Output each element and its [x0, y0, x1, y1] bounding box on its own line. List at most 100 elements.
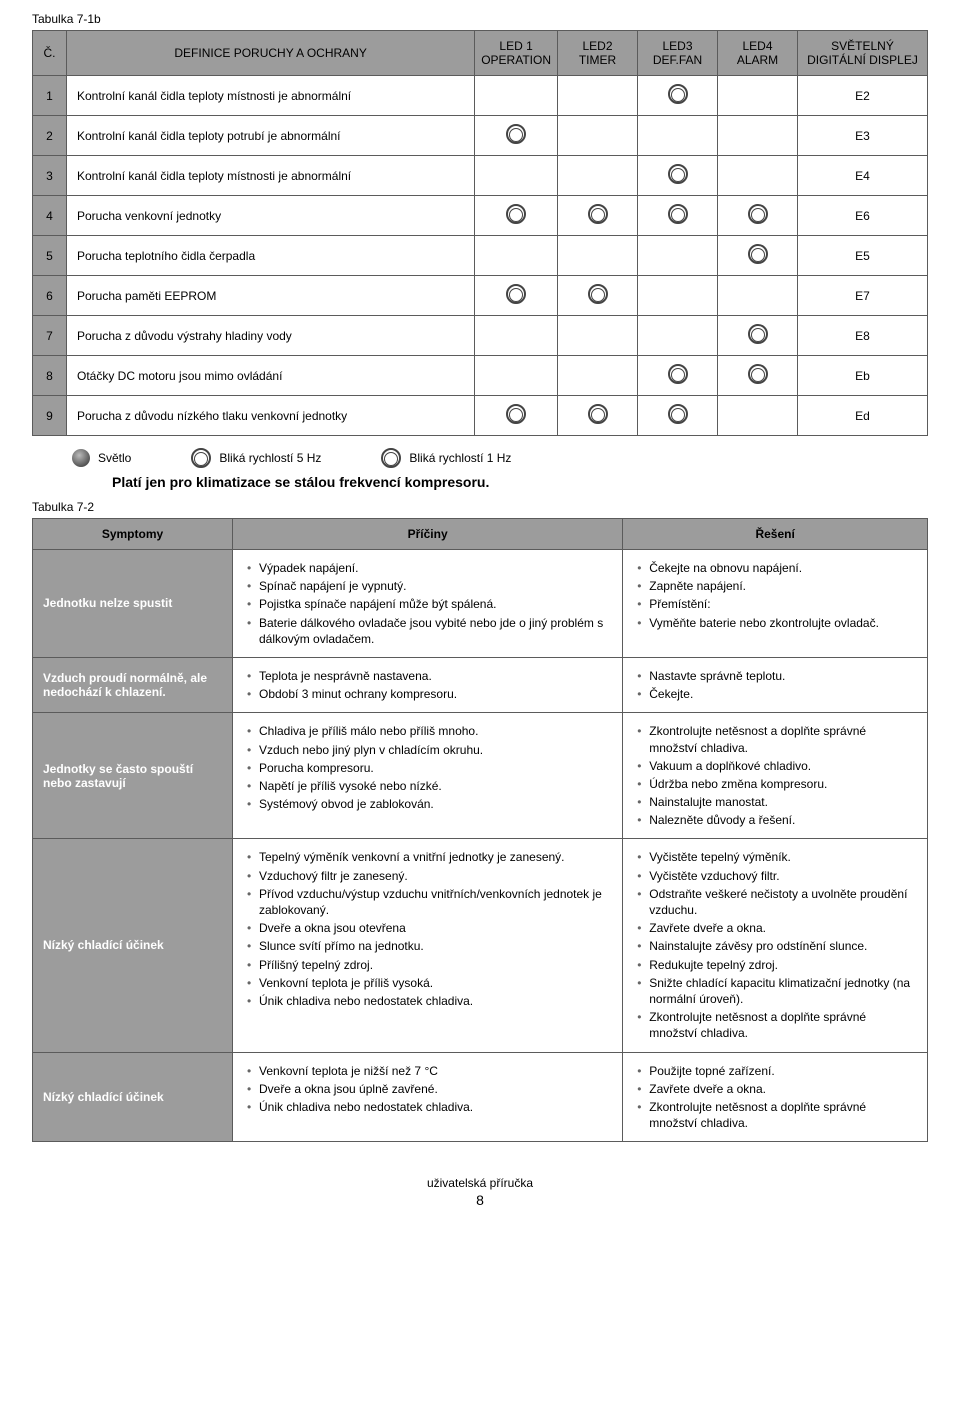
led-cell	[638, 76, 718, 116]
solution-cell: Čekejte na obnovu napájení. Zapněte napáj…	[623, 550, 928, 658]
solid-dot-icon	[72, 449, 90, 467]
row-num: 1	[33, 76, 67, 116]
list-item: Čekejte na obnovu napájení.	[637, 560, 917, 576]
list-item: Redukujte tepelný zdroj.	[637, 957, 917, 973]
table-row: 2Kontrolní kanál čidla teploty potrubí j…	[33, 116, 928, 156]
led-cell	[558, 236, 638, 276]
ring-icon	[191, 448, 211, 468]
led-cell	[638, 316, 718, 356]
col-def: DEFINICE PORUCHY A OCHRANY	[67, 31, 475, 76]
ring-icon	[506, 204, 526, 224]
led-cell	[558, 356, 638, 396]
col-solution: Řešení	[623, 519, 928, 550]
led-cell	[718, 156, 798, 196]
list-item: Spínač napájení je vypnutý.	[247, 578, 612, 594]
list-item: Únik chladiva nebo nedostatek chladiva.	[247, 993, 612, 1009]
note: Platí jen pro klimatizace se stálou frek…	[112, 474, 928, 490]
list-item: Porucha kompresoru.	[247, 760, 612, 776]
led-cell	[475, 156, 558, 196]
ring-icon	[668, 364, 688, 384]
list-item: Baterie dálkového ovladače jsou vybité n…	[247, 615, 612, 647]
col-led1: LED 1OPERATION	[475, 31, 558, 76]
ring-icon	[588, 284, 608, 304]
led-cell	[558, 156, 638, 196]
symptom-cell: Vzduch proudí normálně, ale nedochází k …	[33, 657, 233, 712]
list-item: Slunce svítí přímo na jednotku.	[247, 938, 612, 954]
list-item: Nainstalujte závěsy pro odstínění slunce…	[637, 938, 917, 954]
legend-b: Bliká rychlostí 5 Hz	[219, 451, 321, 465]
error-code: E2	[798, 76, 928, 116]
row-def: Porucha z důvodu nízkého tlaku venkovní …	[67, 396, 475, 436]
list-item: Venkovní teplota je nižší než 7 °C	[247, 1063, 612, 1079]
row-num: 5	[33, 236, 67, 276]
col-disp: SVĚTELNÝDIGITÁLNÍ DISPLEJ	[798, 31, 928, 76]
ring-icon	[748, 244, 768, 264]
row-num: 9	[33, 396, 67, 436]
list-item: Dveře a okna jsou úplně zavřené.	[247, 1081, 612, 1097]
error-code: E7	[798, 276, 928, 316]
led-cell	[558, 316, 638, 356]
symptom-cell: Nízký chladící účinek	[33, 1052, 233, 1142]
col-led3: LED3DEF.FAN	[638, 31, 718, 76]
solution-cell: Nastavte správně teplotu.Čekejte.	[623, 657, 928, 712]
list-item: Chladiva je příliš málo nebo příliš mnoh…	[247, 723, 612, 739]
led-cell	[475, 396, 558, 436]
legend-a: Světlo	[98, 451, 131, 465]
solution-cell: Zkontrolujte netěsnost a doplňte správné…	[623, 713, 928, 839]
led-cell	[638, 356, 718, 396]
table-row: 3Kontrolní kanál čidla teploty místnosti…	[33, 156, 928, 196]
row-num: 4	[33, 196, 67, 236]
row-def: Porucha z důvodu výstrahy hladiny vody	[67, 316, 475, 356]
list-item: Teplota je nesprávně nastavena.	[247, 668, 612, 684]
led-cell	[558, 116, 638, 156]
row-def: Kontrolní kanál čidla teploty místnosti …	[67, 156, 475, 196]
ring-icon	[748, 324, 768, 344]
list-item: Přemístění:	[637, 596, 917, 612]
list-item: Tepelný výměník venkovní a vnitřní jedno…	[247, 849, 612, 865]
list-item: Zkontrolujte netěsnost a doplňte správné…	[637, 723, 917, 755]
list-item: Nastavte správně teplotu.	[637, 668, 917, 684]
error-code: E4	[798, 156, 928, 196]
ring-icon	[588, 404, 608, 424]
row-num: 3	[33, 156, 67, 196]
col-symptom: Symptomy	[33, 519, 233, 550]
row-num: 6	[33, 276, 67, 316]
cause-cell: Teplota je nesprávně nastavena.Období 3 …	[233, 657, 623, 712]
fault-table: Č. DEFINICE PORUCHY A OCHRANY LED 1OPERA…	[32, 30, 928, 436]
footer-text: uživatelská příručka	[32, 1176, 928, 1190]
troubleshoot-table: Symptomy Příčiny Řešení Jednotku nelze s…	[32, 518, 928, 1142]
ring-icon	[506, 124, 526, 144]
ring-icon	[668, 164, 688, 184]
ring-icon	[506, 284, 526, 304]
error-code: E5	[798, 236, 928, 276]
led-cell	[475, 196, 558, 236]
legend-c: Bliká rychlostí 1 Hz	[409, 451, 511, 465]
led-cell	[475, 276, 558, 316]
list-item: Snižte chladící kapacitu klimatizační je…	[637, 975, 917, 1007]
ring-icon	[506, 404, 526, 424]
list-item: Vzduch nebo jiný plyn v chladícím okruhu…	[247, 742, 612, 758]
ring-icon	[748, 364, 768, 384]
error-code: Eb	[798, 356, 928, 396]
table-row: Jednotky se často spouští nebo zastavují…	[33, 713, 928, 839]
col-cause: Příčiny	[233, 519, 623, 550]
list-item: Zapněte napájení.	[637, 578, 917, 594]
list-item: Systémový obvod je zablokován.	[247, 796, 612, 812]
list-item: Přívod vzduchu/výstup vzduchu vnitřních/…	[247, 886, 612, 918]
list-item: Výpadek napájení.	[247, 560, 612, 576]
table-row: Nízký chladící účinekTepelný výměník ven…	[33, 839, 928, 1052]
list-item: Venkovní teplota je příliš vysoká.	[247, 975, 612, 991]
list-item: Odstraňte veškeré nečistoty a uvolněte p…	[637, 886, 917, 918]
led-cell	[558, 276, 638, 316]
led-cell	[638, 396, 718, 436]
solution-cell: Vyčistěte tepelný výměník.Vyčistěte vzdu…	[623, 839, 928, 1052]
ring-icon	[748, 204, 768, 224]
col-num: Č.	[33, 31, 67, 76]
col-led4: LED4ALARM	[718, 31, 798, 76]
list-item: Zavřete dveře a okna.	[637, 920, 917, 936]
table-row: 8Otáčky DC motoru jsou mimo ovládáníEb	[33, 356, 928, 396]
table-row: 7Porucha z důvodu výstrahy hladiny vodyE…	[33, 316, 928, 356]
led-cell	[718, 196, 798, 236]
row-def: Porucha venkovní jednotky	[67, 196, 475, 236]
led-cell	[718, 316, 798, 356]
